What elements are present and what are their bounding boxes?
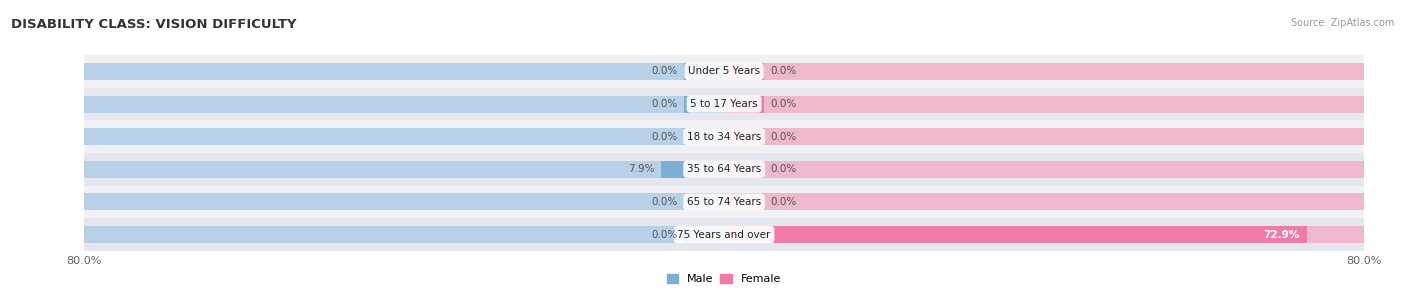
Text: 18 to 34 Years: 18 to 34 Years bbox=[688, 132, 761, 142]
Bar bbox=[84, 95, 724, 113]
Text: 0.0%: 0.0% bbox=[651, 197, 678, 207]
Bar bbox=[685, 226, 724, 243]
Bar bbox=[724, 161, 1364, 178]
Bar bbox=[661, 161, 724, 178]
Bar bbox=[724, 226, 1364, 243]
Bar bbox=[84, 226, 724, 243]
Bar bbox=[724, 226, 1308, 243]
Text: 7.9%: 7.9% bbox=[628, 164, 655, 174]
Text: 0.0%: 0.0% bbox=[770, 164, 797, 174]
Text: 0.0%: 0.0% bbox=[651, 132, 678, 142]
Bar bbox=[724, 128, 1364, 145]
Text: Under 5 Years: Under 5 Years bbox=[688, 66, 761, 76]
Bar bbox=[685, 95, 724, 113]
Text: 65 to 74 Years: 65 to 74 Years bbox=[688, 197, 761, 207]
Bar bbox=[84, 128, 724, 145]
Bar bbox=[84, 186, 1364, 218]
Text: 0.0%: 0.0% bbox=[651, 230, 678, 240]
Bar bbox=[84, 161, 724, 178]
Text: 5 to 17 Years: 5 to 17 Years bbox=[690, 99, 758, 109]
Bar bbox=[685, 193, 724, 211]
Bar bbox=[724, 95, 1364, 113]
Text: Source: ZipAtlas.com: Source: ZipAtlas.com bbox=[1291, 18, 1395, 28]
Bar bbox=[84, 88, 1364, 120]
Text: 0.0%: 0.0% bbox=[770, 132, 797, 142]
Bar bbox=[84, 63, 724, 80]
Text: 0.0%: 0.0% bbox=[651, 99, 678, 109]
Text: 0.0%: 0.0% bbox=[770, 197, 797, 207]
Bar bbox=[724, 193, 1364, 211]
Bar bbox=[724, 95, 763, 113]
Bar bbox=[84, 120, 1364, 153]
Text: 0.0%: 0.0% bbox=[770, 99, 797, 109]
Bar bbox=[724, 128, 763, 145]
Bar bbox=[685, 63, 724, 80]
Text: 0.0%: 0.0% bbox=[770, 66, 797, 76]
Bar bbox=[84, 55, 1364, 88]
Text: DISABILITY CLASS: VISION DIFFICULTY: DISABILITY CLASS: VISION DIFFICULTY bbox=[11, 18, 297, 31]
Bar bbox=[84, 153, 1364, 186]
Text: 75 Years and over: 75 Years and over bbox=[678, 230, 770, 240]
Text: 0.0%: 0.0% bbox=[651, 66, 678, 76]
Bar bbox=[685, 128, 724, 145]
Text: 72.9%: 72.9% bbox=[1263, 230, 1299, 240]
Bar bbox=[724, 161, 763, 178]
Bar bbox=[84, 193, 724, 211]
Bar bbox=[724, 63, 763, 80]
Bar bbox=[84, 218, 1364, 251]
Bar bbox=[724, 193, 763, 211]
Legend: Male, Female: Male, Female bbox=[662, 269, 786, 289]
Text: 35 to 64 Years: 35 to 64 Years bbox=[688, 164, 761, 174]
Bar bbox=[724, 63, 1364, 80]
